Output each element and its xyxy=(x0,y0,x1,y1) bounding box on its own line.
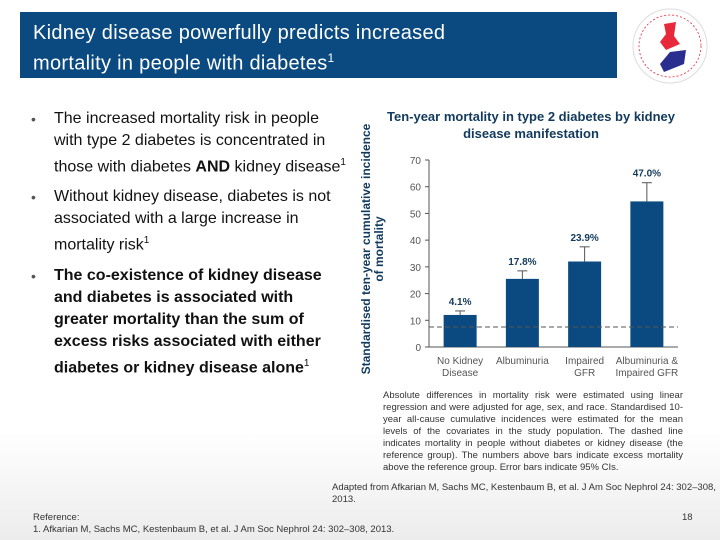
x-tick-label: Disease xyxy=(442,368,479,379)
bullet-3: The co-existence of kidney disease and d… xyxy=(28,265,348,379)
bullet-list: The increased mortality risk in people w… xyxy=(28,108,348,387)
chart-footnote: Absolute differences in mortality risk w… xyxy=(383,390,683,473)
y-tick-label: 20 xyxy=(410,290,422,301)
title-superscript: 1 xyxy=(327,51,335,65)
chart-title: Ten-year mortality in type 2 diabetes by… xyxy=(386,109,676,141)
y-tick-label: 60 xyxy=(410,183,422,194)
x-tick-label: Impaired GFR xyxy=(615,368,678,379)
page-number: 18 xyxy=(682,512,693,523)
reference: Reference: 1. Afkarian M, Sachs MC, Kest… xyxy=(33,512,394,536)
reference-label: Reference: xyxy=(33,512,80,523)
bar xyxy=(505,278,539,347)
title-line-1: Kidney disease powerfully predicts incre… xyxy=(33,22,446,44)
bar xyxy=(630,201,664,347)
data-label: 4.1% xyxy=(449,297,472,308)
x-tick-label: Impaired xyxy=(565,356,604,367)
title-line-2: mortality in people with diabetes xyxy=(33,52,328,75)
bullet-1: The increased mortality risk in people w… xyxy=(28,108,348,178)
y-tick-label: 40 xyxy=(410,236,422,247)
x-tick-label: No Kidney xyxy=(437,356,483,367)
y-tick-label: 50 xyxy=(410,209,422,220)
x-tick-label: Albuminuria & xyxy=(616,356,679,367)
adapted-from-citation: Adapted from Afkarian M, Sachs MC, Keste… xyxy=(332,482,716,505)
slide-title: Kidney disease powerfully predicts incre… xyxy=(33,21,445,77)
british-renal-society-logo xyxy=(632,8,708,84)
x-tick-label: Albuminuria xyxy=(496,356,549,367)
y-tick-label: 10 xyxy=(410,316,422,327)
bar xyxy=(568,261,602,347)
data-label: 23.9% xyxy=(570,233,598,244)
title-bar: Kidney disease powerfully predicts incre… xyxy=(20,12,617,78)
reference-text: 1. Afkarian M, Sachs MC, Kestenbaum B, e… xyxy=(33,524,395,535)
x-tick-label: GFR xyxy=(574,368,595,379)
data-label: 47.0% xyxy=(633,169,661,180)
bullet-2: Without kidney disease, diabetes is not … xyxy=(28,186,348,256)
bar xyxy=(443,314,477,347)
y-tick-label: 0 xyxy=(415,343,421,354)
data-label: 17.8% xyxy=(508,257,536,268)
y-tick-label: 30 xyxy=(410,263,422,274)
y-tick-label: 70 xyxy=(410,156,422,167)
